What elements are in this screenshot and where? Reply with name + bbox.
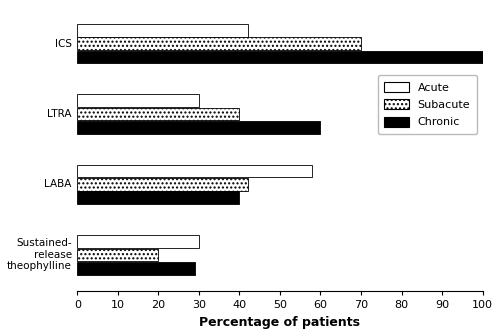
Bar — [78, 262, 195, 275]
Bar — [78, 178, 247, 191]
X-axis label: Percentage of patients: Percentage of patients — [200, 316, 360, 329]
Legend: Acute, Subacute, Chronic: Acute, Subacute, Chronic — [378, 75, 477, 134]
Bar — [78, 235, 199, 248]
Bar — [78, 24, 247, 37]
Bar — [78, 121, 320, 134]
Bar — [78, 192, 239, 204]
Bar — [78, 165, 312, 177]
Bar — [78, 249, 158, 261]
Bar — [78, 37, 361, 50]
Bar — [78, 94, 199, 107]
Bar — [78, 108, 239, 120]
Bar — [78, 51, 482, 63]
